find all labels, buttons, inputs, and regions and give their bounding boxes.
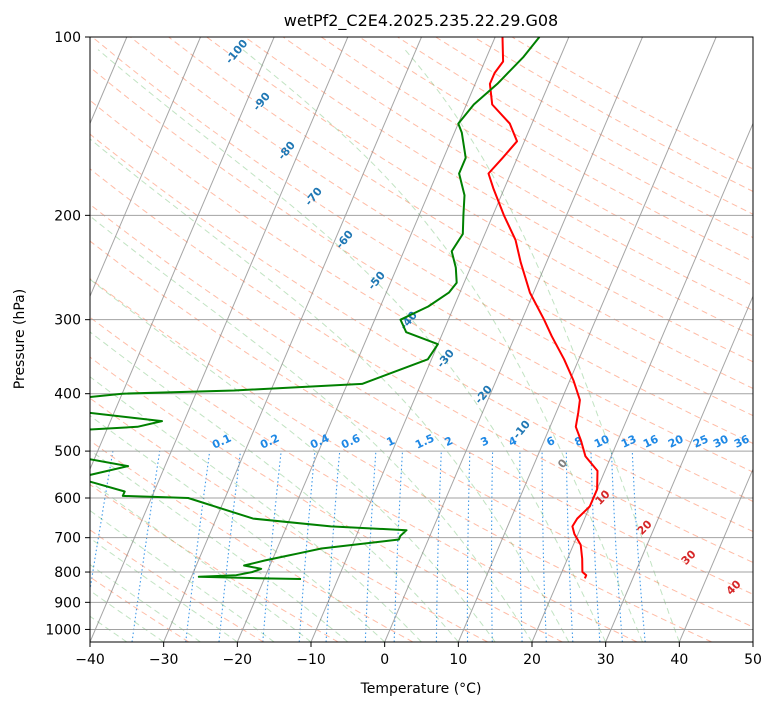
moist-adiabat bbox=[90, 589, 164, 642]
moist-adiabat bbox=[90, 331, 459, 642]
mixing-ratio-line bbox=[90, 451, 114, 594]
y-tick-label: 500 bbox=[54, 444, 81, 460]
mixing-ratio-label: 25 bbox=[691, 432, 710, 450]
y-axis-title: Pressure (hPa) bbox=[12, 289, 28, 389]
dry-adiabat bbox=[168, 37, 753, 389]
y-tick-label: 300 bbox=[54, 313, 81, 329]
x-tick-label: 50 bbox=[744, 652, 762, 668]
mixing-ratio-label: 36 bbox=[732, 432, 752, 450]
dewpoint-line bbox=[90, 37, 541, 580]
isotherm-line bbox=[605, 295, 753, 642]
x-tick-label: −20 bbox=[223, 652, 253, 668]
x-tick-label: 0 bbox=[380, 652, 389, 668]
x-tick-label: −30 bbox=[149, 652, 179, 668]
mixing-ratio-label: 20 bbox=[666, 432, 686, 450]
moist-adiabat bbox=[90, 537, 238, 642]
isotherm-line bbox=[90, 37, 349, 642]
mixing-ratio-label: 10 bbox=[592, 432, 612, 450]
dry-adiabat bbox=[90, 240, 753, 628]
x-tick-label: 20 bbox=[523, 652, 541, 668]
dry-adiabat bbox=[90, 99, 753, 502]
dry-adiabat bbox=[90, 529, 264, 642]
moist-adiabat bbox=[242, 49, 643, 642]
mixing-ratio-label: 16 bbox=[641, 432, 661, 450]
dry-adiabat bbox=[282, 37, 753, 312]
y-tick-label: 700 bbox=[54, 531, 81, 547]
y-tick-label: 200 bbox=[54, 208, 81, 224]
y-tick-label: 1000 bbox=[45, 622, 81, 638]
y-tick-label: 100 bbox=[54, 30, 81, 46]
dry-adiabat bbox=[244, 37, 753, 337]
chart-title: wetPf2_C2E4.2025.235.22.29.G08 bbox=[284, 11, 558, 31]
dry-adiabat bbox=[90, 356, 563, 642]
x-tick-label: 30 bbox=[597, 652, 615, 668]
dry-adiabat bbox=[90, 278, 712, 642]
isotherm-line bbox=[236, 37, 496, 642]
isotherm-line bbox=[678, 467, 753, 642]
isotherm-line bbox=[90, 37, 201, 298]
moist-adiabat bbox=[90, 564, 201, 642]
dry-adiabat bbox=[130, 37, 753, 417]
y-tick-label: 400 bbox=[54, 387, 81, 403]
x-tick-label: −10 bbox=[296, 652, 326, 668]
isotherm-line bbox=[531, 122, 753, 642]
x-tick-label: −40 bbox=[75, 652, 105, 668]
moist-adiabat bbox=[90, 278, 496, 642]
moist-adiabat bbox=[90, 138, 570, 642]
moist-adiabat bbox=[90, 480, 312, 642]
mixing-ratio-label: 13 bbox=[619, 432, 638, 450]
isotherm-line bbox=[163, 37, 422, 642]
temperature-line bbox=[487, 37, 599, 579]
moist-adiabat bbox=[90, 215, 533, 642]
sounding-series bbox=[90, 37, 599, 580]
mixing-ratio-line bbox=[218, 451, 242, 642]
y-tick-label: 900 bbox=[54, 595, 81, 611]
isotherm-line bbox=[310, 37, 570, 642]
dry-adiabat bbox=[91, 37, 753, 445]
grid-layer bbox=[90, 37, 753, 642]
mixing-ratio-line bbox=[185, 451, 211, 642]
moist-adiabat bbox=[90, 415, 386, 642]
mixing-ratio-line bbox=[262, 451, 282, 642]
y-tick-label: 800 bbox=[54, 565, 81, 581]
plot-frame bbox=[89, 36, 754, 643]
y-axis: 100 200 300 400 500 600 700 800 900 1000 bbox=[45, 30, 90, 638]
dry-adiabat bbox=[90, 203, 753, 595]
mixing-ratio-label: 30 bbox=[711, 432, 731, 450]
x-axis: −40 −30 −20 −10 0 10 20 30 40 50 bbox=[75, 642, 762, 668]
moist-adiabat bbox=[90, 509, 275, 642]
mixing-ratio-line bbox=[298, 451, 316, 642]
isotherm-line bbox=[457, 37, 717, 642]
dry-adiabat bbox=[90, 483, 339, 642]
x-tick-label: 10 bbox=[449, 652, 467, 668]
moist-adiabat bbox=[97, 49, 607, 642]
dry-adiabat bbox=[90, 133, 753, 533]
isotherm-line bbox=[384, 37, 643, 642]
moist-adiabat bbox=[404, 49, 680, 642]
x-tick-label: 40 bbox=[670, 652, 688, 668]
y-tick-label: 600 bbox=[54, 491, 81, 507]
isotherm-line bbox=[90, 37, 275, 471]
mixing-ratio-line bbox=[631, 451, 646, 642]
x-axis-title: Temperature (°C) bbox=[360, 681, 482, 697]
dry-adiabat bbox=[90, 316, 638, 642]
